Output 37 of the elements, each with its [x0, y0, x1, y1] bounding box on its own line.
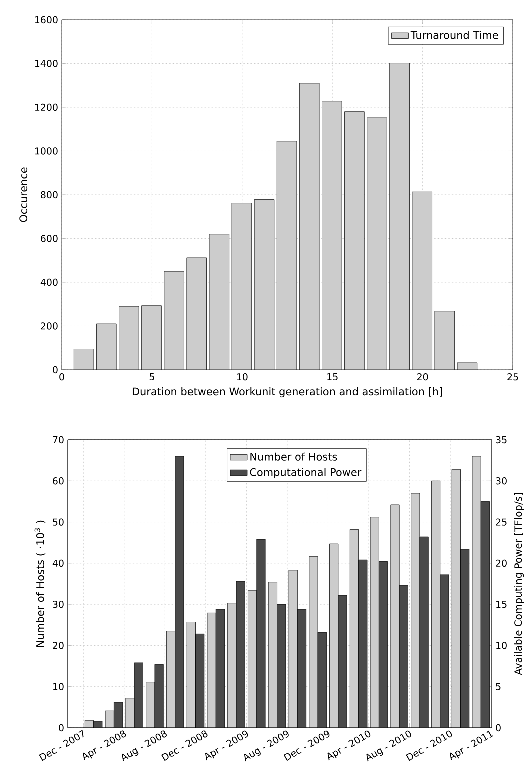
y-tick-label: 1200	[35, 104, 58, 112]
legend-label: Turnaround Time	[410, 31, 498, 40]
y2-tick-label: 15	[496, 601, 507, 608]
y-tick-label: 1000	[35, 148, 58, 155]
y2-tick-label: 35	[496, 436, 507, 444]
x-tick-label: 10	[237, 374, 248, 381]
y-tick-label: 200	[41, 322, 58, 330]
y-tick-label: 40	[52, 560, 64, 568]
y-tick-label: 0	[53, 366, 58, 374]
y-tick-label: 400	[40, 278, 58, 286]
y2-tick-label: 25	[496, 518, 507, 526]
y-tick-label: 1600	[35, 16, 58, 24]
y2-tick-label: 0	[496, 724, 501, 732]
y-axis-title: Number of Hosts ( ·10$^{3}$ )	[34, 520, 46, 647]
y-tick-label: 60	[53, 478, 64, 485]
y-tick-label: 0	[59, 724, 64, 732]
y-tick-label: 70	[53, 436, 64, 444]
y2-tick-label: 20	[496, 560, 507, 568]
y-tick-label: 20	[53, 642, 64, 650]
legend-label: Computational Power	[250, 468, 362, 478]
y-tick-label: 800	[41, 191, 58, 199]
x-tick-label: 20	[417, 374, 428, 381]
y-tick-label: 30	[53, 600, 64, 608]
x-axis-title: Duration between Workunit generation and assimilation [h]	[132, 388, 442, 398]
y2-tick-label: 30	[496, 478, 507, 485]
legend-label: Number of Hosts	[250, 452, 338, 461]
x-tick-label: 15	[328, 374, 338, 381]
y-tick-label: 50	[53, 518, 64, 526]
y2-tick-label: 10	[496, 642, 507, 650]
x-tick-label: 5	[150, 374, 154, 381]
x-tick-label: 25	[508, 374, 518, 381]
y-tick-label: 1400	[35, 60, 58, 68]
y-tick-label: 10	[53, 683, 64, 690]
y-tick-label: 600	[41, 235, 58, 242]
y2-axis-title: Available Computing Power [TFlop/s]	[514, 493, 524, 676]
y-axis-title: Occurence	[20, 168, 28, 222]
y2-tick-label: 5	[496, 683, 501, 690]
